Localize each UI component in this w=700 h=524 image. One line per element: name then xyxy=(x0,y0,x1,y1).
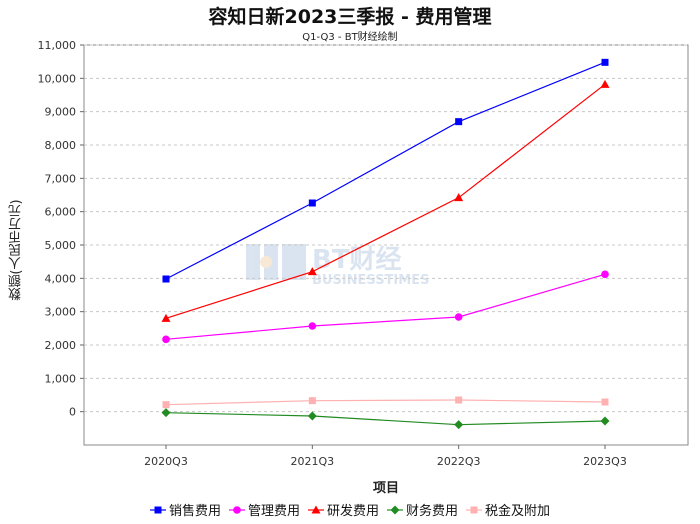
legend-swatch xyxy=(466,506,483,513)
y-tick-label: 0 xyxy=(69,406,76,419)
svg-text:BUSINESSTIMES: BUSINESSTIMES xyxy=(312,273,429,288)
y-tick-label: 7,000 xyxy=(45,172,77,185)
y-tick-label: 4,000 xyxy=(45,272,77,285)
series-2 xyxy=(162,270,609,344)
watermark-logo: BT财经 BUSINESSTIMES xyxy=(246,244,429,288)
legend-item: 管理费用 xyxy=(228,500,300,519)
legend-swatch xyxy=(307,505,324,513)
data-point xyxy=(307,267,317,276)
legend: 销售费用 管理费用 研发费用 财务费用 税金及附加 xyxy=(0,500,700,520)
y-tick-label: 5,000 xyxy=(45,239,77,252)
data-point xyxy=(161,408,171,418)
data-point xyxy=(307,411,317,421)
legend-swatch xyxy=(149,506,166,513)
data-point xyxy=(161,313,171,322)
y-tick-label: 10,000 xyxy=(38,72,77,85)
data-point xyxy=(162,335,170,344)
y-tick-label: 11,000 xyxy=(38,39,77,52)
series-line xyxy=(165,412,606,426)
data-point xyxy=(454,193,464,202)
x-axis-label: 项目 xyxy=(372,481,399,496)
chart-subtitle: Q1-Q3 - BT财经绘制 xyxy=(302,32,398,43)
legend-item: 税金及附加 xyxy=(466,500,550,519)
series-3 xyxy=(161,79,610,322)
data-point xyxy=(454,313,463,321)
data-point xyxy=(454,420,464,430)
y-tick-label: 9,000 xyxy=(45,106,77,119)
data-point xyxy=(601,398,609,406)
chart-title: 容知日新2023三季报 - 费用管理 xyxy=(208,6,492,28)
y-tick-label: 6,000 xyxy=(45,206,77,219)
legend-item: 销售费用 xyxy=(149,500,221,519)
series-1 xyxy=(162,58,609,283)
legend-label: 研发费用 xyxy=(326,504,379,519)
legend-item: 财务费用 xyxy=(387,500,458,519)
data-point xyxy=(308,322,317,330)
data-point xyxy=(455,396,463,404)
data-point xyxy=(455,118,463,126)
series-4 xyxy=(161,408,610,430)
x-tick-label: 2021Q3 xyxy=(291,455,335,468)
data-point xyxy=(162,401,170,409)
data-point xyxy=(308,199,316,207)
data-point xyxy=(601,270,609,279)
series-line xyxy=(165,399,606,406)
legend-swatch xyxy=(387,505,403,514)
data-point xyxy=(601,58,609,66)
series-line xyxy=(165,83,606,319)
legend-label: 财务费用 xyxy=(406,504,459,519)
y-tick-label: 3,000 xyxy=(45,306,77,319)
legend-swatch xyxy=(228,505,245,514)
data-point xyxy=(162,275,170,283)
data-point xyxy=(600,79,610,88)
data-point xyxy=(308,397,316,405)
legend-label: 销售费用 xyxy=(168,504,221,519)
y-tick-label: 8,000 xyxy=(45,139,77,152)
legend-item: 研发费用 xyxy=(307,500,379,519)
series-line xyxy=(165,61,606,280)
series-5 xyxy=(162,396,609,409)
series-line xyxy=(165,273,606,340)
x-tick-label: 2023Q3 xyxy=(583,455,627,468)
y-tick-label: 2,000 xyxy=(45,339,77,352)
data-point xyxy=(600,416,610,426)
x-tick-label: 2022Q3 xyxy=(437,455,481,468)
legend-label: 管理费用 xyxy=(247,504,300,519)
legend-label: 税金及附加 xyxy=(485,504,551,519)
y-tick-label: 1,000 xyxy=(45,372,77,385)
x-tick-label: 2020Q3 xyxy=(144,455,188,468)
